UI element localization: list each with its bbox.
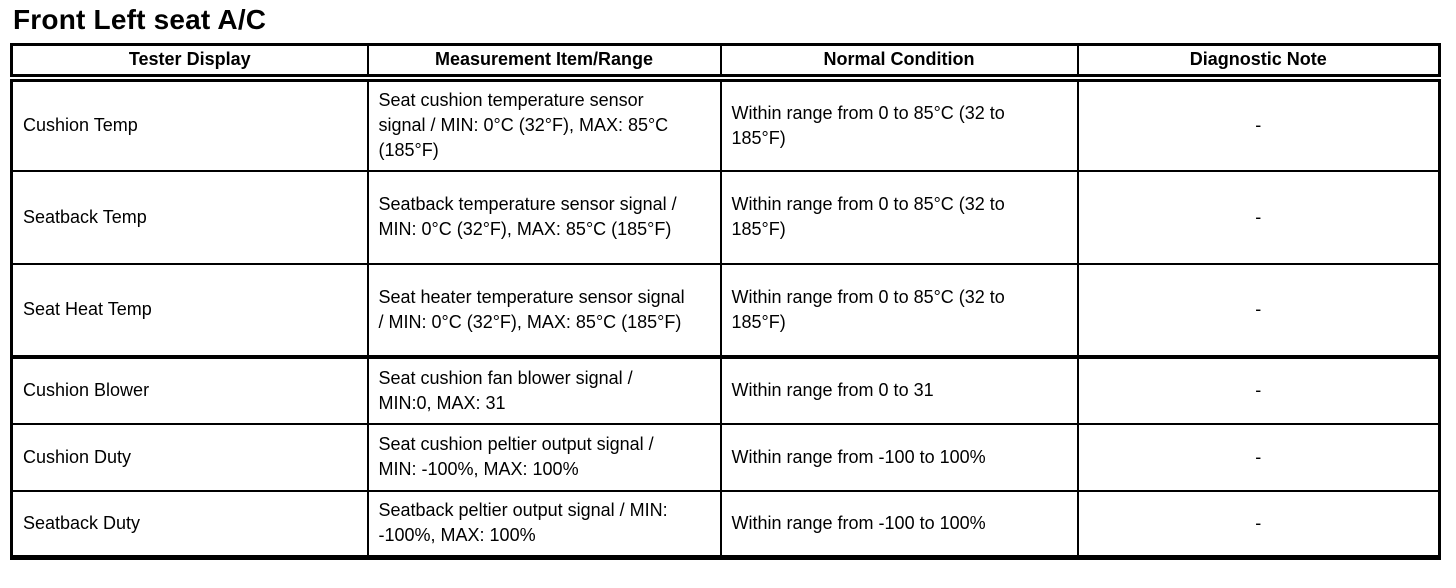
cell-measurement-item-range: Seat cushion temperature sensor signal /… bbox=[366, 76, 722, 172]
cell-normal-condition: Within range from 0 to 85°C (32 to 185°F… bbox=[719, 169, 1079, 265]
cell-tester-display: Seatback Temp bbox=[10, 169, 369, 265]
cell-diagnostic-note: - bbox=[1076, 489, 1441, 559]
page-title: Front Left seat A/C bbox=[13, 4, 267, 35]
table-row: Cushion Duty Seat cushion peltier output… bbox=[10, 422, 1441, 492]
cell-diagnostic-note: - bbox=[1076, 422, 1441, 492]
column-header-measurement-item-range: Measurement Item/Range bbox=[366, 43, 722, 82]
table-row: Cushion Blower Seat cushion fan blower s… bbox=[10, 354, 1441, 425]
cell-measurement-item-range: Seat heater temperature sensor signal / … bbox=[366, 262, 722, 358]
cell-tester-display: Seat Heat Temp bbox=[10, 262, 369, 358]
cell-normal-condition: Within range from 0 to 85°C (32 to 185°F… bbox=[719, 76, 1079, 172]
table-row: Seatback Duty Seatback peltier output si… bbox=[10, 489, 1441, 559]
header-row: Tester Display Measurement Item/Range No… bbox=[10, 43, 1441, 82]
column-header-tester-display: Tester Display bbox=[10, 43, 369, 82]
cell-diagnostic-note: - bbox=[1076, 354, 1441, 425]
cell-diagnostic-note: - bbox=[1076, 169, 1441, 265]
cell-diagnostic-note: - bbox=[1076, 262, 1441, 358]
cell-tester-display: Cushion Duty bbox=[10, 422, 369, 492]
cell-measurement-item-range: Seat cushion fan blower signal / MIN:0, … bbox=[366, 354, 722, 425]
table-row: Seatback Temp Seatback temperature senso… bbox=[10, 169, 1441, 265]
cell-diagnostic-note: - bbox=[1076, 76, 1441, 172]
cell-tester-display: Cushion Temp bbox=[10, 76, 369, 172]
data-monitor-spec-table: Tester Display Measurement Item/Range No… bbox=[10, 43, 1441, 560]
cell-measurement-item-range: Seat cushion peltier output signal / MIN… bbox=[366, 422, 722, 492]
cell-normal-condition: Within range from 0 to 31 bbox=[719, 354, 1079, 425]
column-header-diagnostic-note: Diagnostic Note bbox=[1076, 43, 1441, 82]
cell-tester-display: Cushion Blower bbox=[10, 354, 369, 425]
cell-normal-condition: Within range from 0 to 85°C (32 to 185°F… bbox=[719, 262, 1079, 358]
column-header-normal-condition: Normal Condition bbox=[719, 43, 1079, 82]
cell-normal-condition: Within range from -100 to 100% bbox=[719, 489, 1079, 559]
table-row: Cushion Temp Seat cushion temperature se… bbox=[10, 76, 1441, 172]
cell-measurement-item-range: Seatback temperature sensor signal / MIN… bbox=[366, 169, 722, 265]
cell-normal-condition: Within range from -100 to 100% bbox=[719, 422, 1079, 492]
cell-measurement-item-range: Seatback peltier output signal / MIN: -1… bbox=[366, 489, 722, 559]
cell-tester-display: Seatback Duty bbox=[10, 489, 369, 559]
table-row: Seat Heat Temp Seat heater temperature s… bbox=[10, 262, 1441, 358]
